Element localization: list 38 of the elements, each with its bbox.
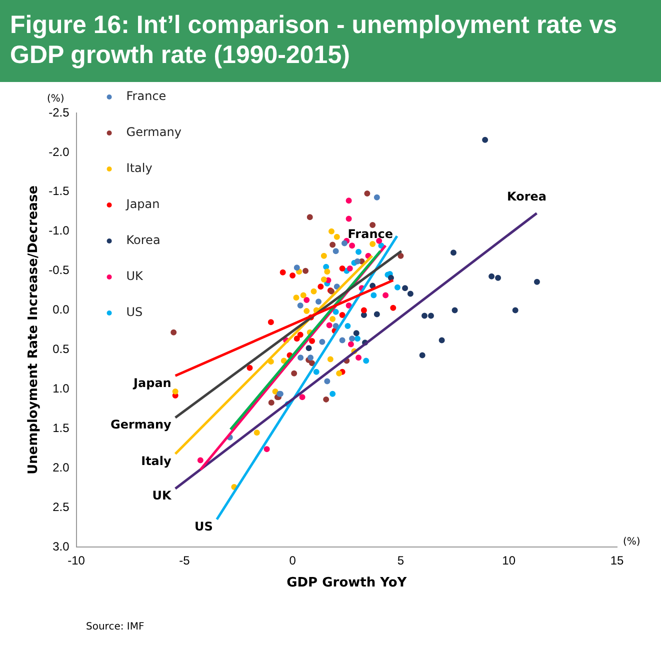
legend-label: Korea	[126, 233, 160, 248]
x-tick-label: 5	[397, 554, 404, 568]
y-tick-label: 1.0	[52, 381, 70, 396]
chart-title: Figure 16: Int’l comparison - unemployment rate vs GDP growth rate (1990-2015)	[0, 0, 661, 82]
legend-label: Japan	[125, 197, 160, 212]
source-note: Source: IMF	[86, 622, 144, 633]
annotation: Korea	[507, 189, 547, 204]
y-tick-label: 2.0	[52, 460, 70, 474]
annotation: Italy	[141, 454, 172, 468]
x-tick-label: 0	[289, 554, 296, 568]
y-tick-label: -1.5	[48, 184, 70, 198]
legend-label: Italy	[126, 161, 152, 176]
annotation: Japan	[132, 376, 172, 390]
annotation: US	[194, 520, 213, 534]
annotation: UK	[152, 488, 172, 503]
x-axis-title: GDP Growth YoY	[286, 576, 408, 591]
y-tick-label: 1.5	[52, 420, 70, 435]
y-tick-label: 0.0	[52, 302, 70, 317]
legend-label: UK	[126, 269, 144, 284]
y-tick-label: -1.0	[48, 224, 70, 238]
y-tick-label: -2.5	[48, 105, 70, 120]
legend-label: France	[126, 89, 166, 104]
x-tick-label: 10	[502, 554, 516, 568]
x-tick-label: 15	[610, 554, 624, 568]
text: (%)	[46, 94, 64, 105]
y-tick-label: -0.5	[48, 263, 70, 278]
x-tick-label: -5	[179, 554, 190, 568]
legend-label: Germany	[126, 125, 182, 140]
annotation: Germany	[110, 418, 172, 432]
y-tick-label: -2.0	[48, 144, 70, 159]
y-tick-label: 3.0	[52, 539, 70, 554]
text: (%)	[623, 536, 640, 548]
y-axis-title: Unemployment Rate Increase/Decrease	[26, 185, 42, 475]
annotation: France	[348, 227, 394, 242]
y-tick-label: 0.5	[52, 342, 70, 356]
x-tick-label: -10	[68, 554, 86, 568]
y-tick-label: 2.5	[52, 500, 70, 514]
legend-label: US	[126, 305, 143, 320]
